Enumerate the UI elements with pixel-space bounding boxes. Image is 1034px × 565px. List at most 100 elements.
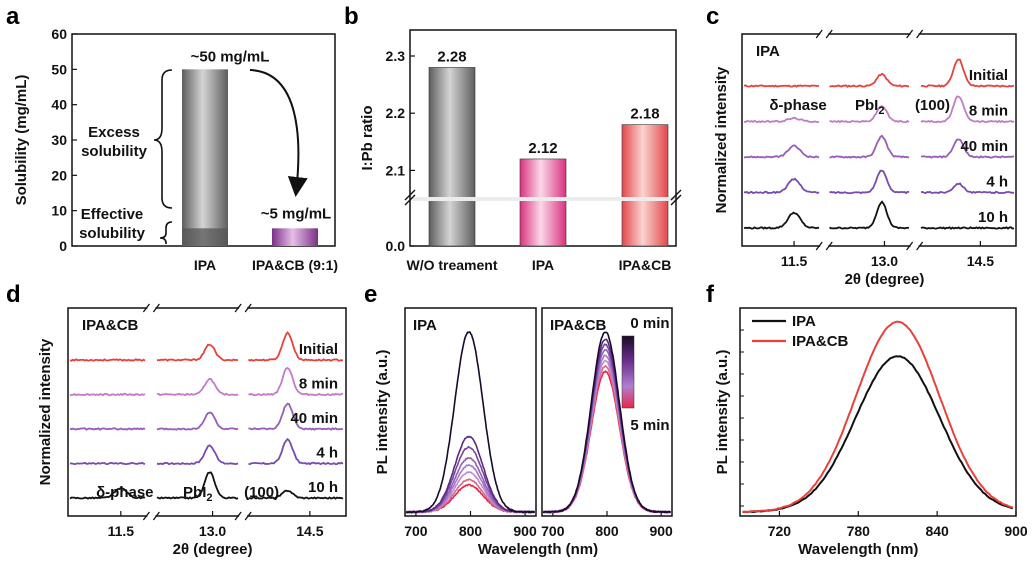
trace-label: 8 min [969, 103, 1008, 120]
x-tick-label: IPA&CB [619, 257, 672, 273]
excess-brace [153, 69, 173, 209]
bar-2 [272, 228, 318, 246]
xrd-trace-3 [743, 134, 1015, 159]
y-tick-label: 20 [51, 167, 67, 183]
panel-label-c: c [706, 3, 719, 30]
break-mark-bottom [234, 511, 252, 521]
y-axis-label: PL intensity (a.u.) [714, 350, 731, 475]
x-tick-label: 780 [847, 523, 871, 539]
panel-label-b: b [344, 3, 359, 30]
plot-frame [741, 33, 1017, 247]
x-tick-label: 13.0 [199, 523, 226, 539]
excess-label-1: Excess [88, 124, 140, 141]
sample-label: IPA [756, 43, 780, 60]
peak-label-pbi2: PbI2 [855, 97, 884, 117]
peak-label-100: (100) [244, 484, 279, 501]
x-tick-label: 800 [595, 523, 619, 539]
break-mark-top [234, 303, 252, 313]
pl-trace-8 [542, 370, 672, 514]
xrd-trace-4 [743, 169, 1015, 195]
trace-label: 10 h [308, 479, 338, 496]
y-tick-label: 30 [51, 132, 67, 148]
value-label: 2.18 [630, 106, 659, 123]
colorbar-top-label: 0 min [630, 315, 669, 332]
xrd-trace-5 [743, 200, 1015, 230]
break-gap-top [910, 30, 919, 38]
y-axis-label: Normalized intensity [37, 338, 54, 485]
x-tick-label: W/O treament [406, 257, 497, 273]
panel-e: PL intensity (a.u.) 700 800 900 IPA 700 800 900… [374, 307, 673, 558]
value-label: 2.12 [528, 140, 557, 157]
peak-label-delta: δ-phase [769, 97, 826, 114]
pl-trace-6 [406, 471, 536, 514]
trace-label: 40 min [960, 138, 1008, 155]
break-gap-bottom [239, 512, 248, 520]
plot-frame [67, 307, 347, 517]
axis-break-mark-right [670, 189, 682, 206]
trace-label: 40 min [290, 410, 338, 427]
curved-arrow [249, 69, 308, 197]
y-tick-label: 2.3 [386, 48, 406, 64]
y-tick-label: 2.1 [386, 162, 406, 178]
break-mark-top [906, 29, 924, 39]
break-gap-bottom [820, 242, 829, 250]
panel-c: 11.5 13.0 14.5 2θ (degree) Normalized intens… [713, 29, 1017, 288]
x-axis-label: 2θ (degree) [173, 541, 253, 558]
panel-label-e: e [364, 281, 377, 308]
pl-trace-7 [542, 364, 672, 514]
x-tick-label: 900 [1004, 523, 1028, 539]
value-label: 2.28 [437, 48, 466, 65]
plot-frame [739, 307, 1017, 517]
y-axis-label: I:Pb ratio [359, 105, 376, 170]
x-tick-label: 700 [404, 523, 428, 539]
y-tick-label: 0.0 [386, 238, 406, 254]
x-axis-label: Wavelength (nm) [798, 541, 918, 558]
legend-label: IPA [792, 313, 816, 330]
xrd-trace-5 [69, 471, 344, 500]
peak-label-delta: δ-phase [96, 484, 153, 501]
panel-label-f: f [706, 281, 715, 308]
xrd-trace-1 [743, 58, 1015, 88]
pl-trace-IPA&CB [742, 320, 1013, 514]
y-tick-label: 0 [59, 238, 67, 254]
x-axis-label: 2θ (degree) [845, 271, 925, 288]
panel-b: 0.0 2.1 2.2 2.3 I:Pb ratio 2.28 W/O treament 2.… [359, 29, 682, 273]
break-mark-bottom [906, 241, 924, 251]
peak-label-100: (100) [915, 97, 950, 114]
break-mark-bottom [815, 241, 833, 251]
pl-trace-1 [405, 331, 536, 514]
panel-label-a: a [6, 3, 20, 30]
bar-1 [428, 67, 476, 247]
y-tick-label: 60 [51, 26, 67, 42]
subplot-label: IPA&CB [550, 317, 607, 334]
x-tick-label: 14.5 [296, 523, 323, 539]
y-tick-label: 50 [51, 61, 67, 77]
effective-label-1: Effective [81, 206, 144, 223]
trace-label: Initial [969, 67, 1008, 84]
break-gap-top [239, 304, 248, 312]
effective-label-2: solubility [79, 225, 145, 242]
break-gap-bottom [910, 242, 919, 250]
panel-d: 11.5 13.0 14.5 2θ (degree) Normalized intens… [37, 303, 347, 558]
x-tick-label: 720 [768, 523, 792, 539]
axis-break-mark-left [404, 189, 416, 206]
pl-trace-6 [542, 359, 672, 514]
y-axis-label: Normalized intensity [713, 66, 730, 213]
colorbar-bottom-label: 5 min [630, 417, 669, 434]
colorbar [621, 335, 635, 409]
legend-label: IPA&CB [792, 333, 849, 350]
x-tick-label: 800 [459, 523, 483, 539]
panel-label-d: d [6, 281, 21, 308]
subplot-label: IPA [413, 317, 437, 334]
xrd-trace-2 [743, 95, 1015, 124]
trace-label: 4 h [316, 445, 338, 462]
xrd-trace-2 [69, 366, 343, 397]
x-tick-label: 14.5 [967, 253, 994, 269]
y-axis-label: Solubility (mg/mL) [13, 75, 30, 206]
bar-1 [182, 69, 228, 246]
x-tick-label: IPA [194, 257, 216, 273]
y-tick-label: 10 [51, 203, 67, 219]
y-axis-label: PL intensity (a.u.) [374, 350, 391, 475]
x-tick-label: IPA [532, 257, 554, 273]
excess-label-2: solubility [81, 143, 147, 160]
